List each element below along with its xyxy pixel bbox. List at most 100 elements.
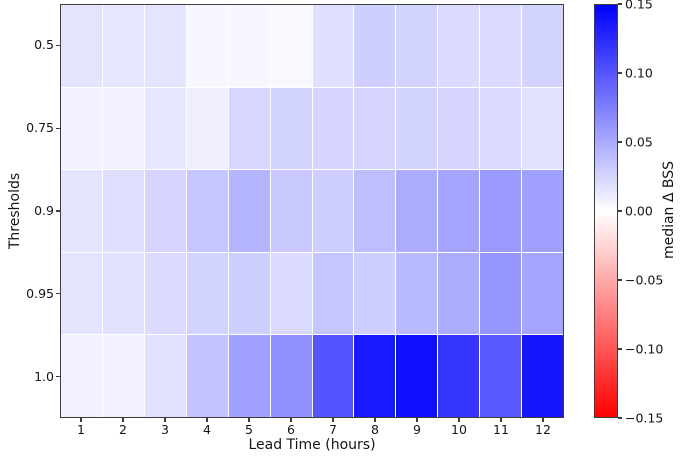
heatmap-cell-r4c3 (144, 252, 186, 335)
heatmap-cell-r2c2 (102, 87, 144, 170)
colorbar-tick-mark-0 (618, 3, 622, 5)
heatmap-cell-r2c11 (480, 87, 522, 170)
x-tick-mark-2 (122, 418, 124, 422)
heatmap-cell-r4c5 (228, 252, 270, 335)
x-tick-label-12: 12 (535, 422, 551, 437)
heatmap-cell-r3c12 (522, 170, 563, 252)
heatmap-cell-r1c2 (102, 5, 144, 87)
heatmap-cell-r5c1 (61, 335, 102, 417)
x-tick-mark-8 (374, 418, 376, 422)
y-tick-label-1.0: 1.0 (34, 368, 54, 384)
colorbar-tick-mark-5 (618, 348, 622, 350)
heatmap-plot-area (60, 4, 564, 418)
heatmap-cell-r2c10 (438, 87, 480, 170)
y-tick-label-0.5: 0.5 (34, 37, 54, 53)
heatmap-cell-r1c4 (186, 5, 228, 87)
heatmap-cell-r3c2 (102, 170, 144, 252)
y-tick-label-0.9: 0.9 (34, 203, 54, 219)
heatmap-cell-r4c7 (312, 252, 354, 335)
x-tick-label-1: 1 (77, 422, 85, 437)
x-tick-mark-3 (164, 418, 166, 422)
heatmap-cell-r5c10 (438, 335, 480, 417)
heatmap-cell-r3c8 (354, 170, 396, 252)
x-tick-label-10: 10 (451, 422, 467, 437)
colorbar-tick-label-3: 0.00 (625, 203, 653, 219)
x-tick-mark-1 (80, 418, 82, 422)
heatmap-cell-r4c12 (522, 252, 563, 335)
heatmap-cell-r4c11 (480, 252, 522, 335)
heatmap-cell-r1c7 (312, 5, 354, 87)
x-tick-label-5: 5 (245, 422, 253, 437)
heatmap-cell-r3c5 (228, 170, 270, 252)
heatmap-cell-r4c2 (102, 252, 144, 335)
heatmap-cell-r3c10 (438, 170, 480, 252)
y-tick-label-0.95: 0.95 (26, 285, 54, 301)
heatmap-cell-r5c8 (354, 335, 396, 417)
heatmap-cell-r1c8 (354, 5, 396, 87)
x-tick-label-9: 9 (413, 422, 421, 437)
heatmap-cell-r5c9 (396, 335, 438, 417)
heatmap-cell-r4c9 (396, 252, 438, 335)
heatmap-cell-r2c9 (396, 87, 438, 170)
heatmap-cell-r4c8 (354, 252, 396, 335)
heatmap-cell-r1c6 (270, 5, 312, 87)
x-tick-label-8: 8 (371, 422, 379, 437)
x-tick-mark-9 (416, 418, 418, 422)
x-tick-mark-6 (290, 418, 292, 422)
heatmap-cell-r2c1 (61, 87, 102, 170)
colorbar-tick-label-0: 0.15 (625, 0, 653, 12)
heatmap-cell-r2c6 (270, 87, 312, 170)
colorbar-tick-label-6: −0.15 (625, 410, 664, 426)
heatmap-cell-r1c9 (396, 5, 438, 87)
heatmap-cell-r5c6 (270, 335, 312, 417)
x-tick-label-2: 2 (119, 422, 127, 437)
colorbar-tick-mark-2 (618, 141, 622, 143)
x-tick-label-4: 4 (203, 422, 211, 437)
x-axis-label: Lead Time (hours) (248, 437, 376, 453)
heatmap-cell-r1c10 (438, 5, 480, 87)
heatmap-cell-r3c7 (312, 170, 354, 252)
heatmap-cell-r5c3 (144, 335, 186, 417)
colorbar-tick-mark-1 (618, 72, 622, 74)
colorbar-tick-label-1: 0.10 (625, 65, 653, 81)
heatmap-cell-r1c5 (228, 5, 270, 87)
colorbar-tick-mark-3 (618, 210, 622, 212)
heatmap-cell-r1c1 (61, 5, 102, 87)
colorbar-label: median Δ BSS (661, 160, 677, 260)
heatmap-cell-r2c3 (144, 87, 186, 170)
heatmap-cell-r3c11 (480, 170, 522, 252)
x-tick-mark-11 (500, 418, 502, 422)
heatmap-cell-r4c4 (186, 252, 228, 335)
heatmap-cell-r3c1 (61, 170, 102, 252)
heatmap-cell-r2c7 (312, 87, 354, 170)
heatmap-cell-r2c12 (522, 87, 563, 170)
x-tick-label-6: 6 (287, 422, 295, 437)
colorbar-tick-mark-4 (618, 279, 622, 281)
heatmap-cell-r2c8 (354, 87, 396, 170)
heatmap-cell-r2c4 (186, 87, 228, 170)
y-tick-mark-1.0 (56, 376, 60, 378)
colorbar-tick-mark-6 (618, 417, 622, 419)
heatmap-cell-r4c1 (61, 252, 102, 335)
heatmap-cell-r4c6 (270, 252, 312, 335)
colorbar-gradient (594, 4, 618, 418)
y-tick-mark-0.9 (56, 210, 60, 212)
y-tick-mark-0.95 (56, 293, 60, 295)
heatmap-cell-r1c11 (480, 5, 522, 87)
y-tick-mark-0.5 (56, 44, 60, 46)
heatmap-cell-r3c9 (396, 170, 438, 252)
y-tick-mark-0.75 (56, 127, 60, 129)
x-tick-mark-10 (458, 418, 460, 422)
heatmap-cell-r2c5 (228, 87, 270, 170)
heatmap-cell-r5c4 (186, 335, 228, 417)
heatmap-cell-r5c2 (102, 335, 144, 417)
colorbar-tick-label-2: 0.05 (625, 134, 653, 150)
x-tick-mark-12 (542, 418, 544, 422)
heatmap-cell-r5c11 (480, 335, 522, 417)
heatmap-cell-r4c10 (438, 252, 480, 335)
heatmap-cell-r1c3 (144, 5, 186, 87)
x-tick-mark-5 (248, 418, 250, 422)
heatmap-cell-r5c7 (312, 335, 354, 417)
x-tick-mark-4 (206, 418, 208, 422)
